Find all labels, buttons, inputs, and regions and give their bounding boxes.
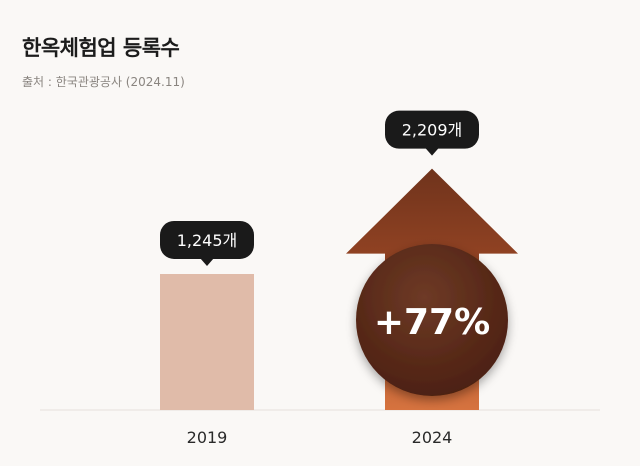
x-tick-label-2019: 2019 bbox=[187, 428, 228, 447]
data-label-2019: 1,245개 bbox=[177, 231, 238, 250]
data-label-2019-pointer bbox=[200, 257, 214, 266]
chart-source: 출처 : 한국관광공사 (2024.11) bbox=[22, 75, 185, 89]
data-label-2024-pointer bbox=[425, 147, 439, 156]
growth-label: +77% bbox=[374, 302, 490, 343]
bar-2019 bbox=[160, 273, 254, 410]
chart-title: 한옥체험업 등록수 bbox=[22, 36, 180, 60]
x-tick-label-2024: 2024 bbox=[412, 428, 453, 447]
growth-badge bbox=[356, 244, 508, 396]
data-label-2019-bubble bbox=[160, 220, 254, 259]
data-label-2024: 2,209개 bbox=[402, 121, 463, 140]
data-label-2024-bubble bbox=[385, 110, 479, 149]
